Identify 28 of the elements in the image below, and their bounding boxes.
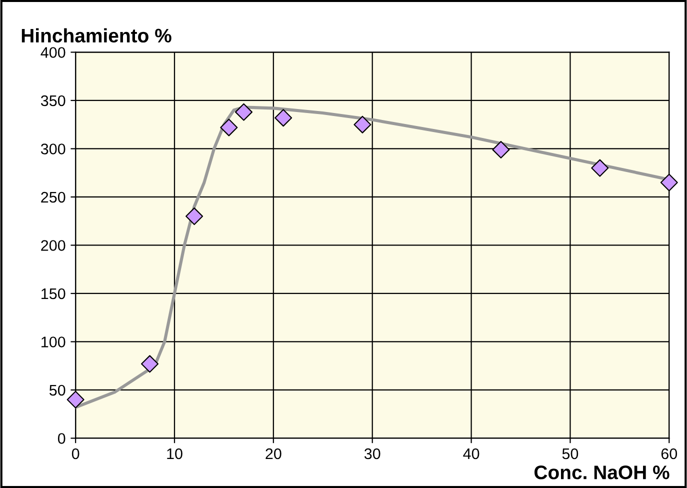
y-tick-label: 50 — [49, 384, 66, 396]
y-tick-label: 100 — [42, 336, 66, 348]
point — [186, 208, 204, 226]
point — [591, 159, 609, 177]
x-tick-label: 40 — [463, 448, 480, 460]
y-tick-label: 350 — [40, 95, 66, 106]
point — [140, 355, 159, 373]
point — [234, 103, 253, 121]
point — [66, 390, 84, 408]
y-tick-label: 250 — [41, 192, 66, 203]
y-tick-label: 150 — [42, 288, 66, 300]
y-tick-label: 200 — [41, 240, 66, 251]
point — [220, 118, 238, 136]
x-tick-label: 50 — [562, 448, 578, 460]
point — [660, 174, 678, 192]
y-tick-label: 0 — [58, 433, 66, 444]
x-tick-label: 0 — [72, 448, 80, 460]
x-tick-label: 30 — [364, 448, 380, 460]
y-axis-title: Hinchamiento % — [22, 28, 172, 43]
x-axis-title: Conc. NaOH % — [534, 466, 670, 480]
x-tick-label: 10 — [167, 448, 182, 460]
y-tick-label: 300 — [40, 144, 66, 154]
point — [274, 109, 292, 127]
y-tick-label: 400 — [40, 47, 66, 58]
point — [354, 116, 372, 134]
point — [492, 140, 510, 158]
x-tick-label: 60 — [661, 448, 678, 460]
x-tick-label: 20 — [266, 448, 282, 460]
